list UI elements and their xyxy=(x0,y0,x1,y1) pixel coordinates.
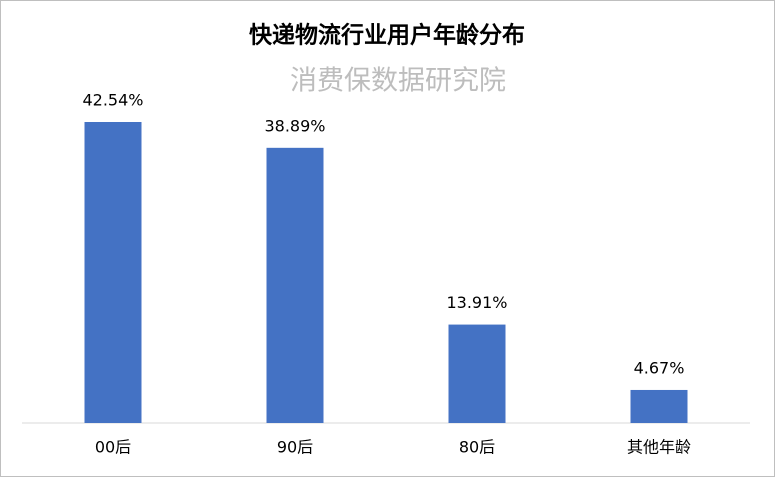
bar xyxy=(630,389,688,423)
x-tick-label: 80后 xyxy=(459,438,495,457)
bar xyxy=(448,324,506,423)
x-tick-label: 其他年龄 xyxy=(627,438,691,457)
x-tick-label: 90后 xyxy=(277,438,313,457)
data-label: 42.54% xyxy=(82,91,143,110)
watermark: 消费保数据研究院 xyxy=(290,66,506,97)
bar xyxy=(84,122,142,423)
data-label: 38.89% xyxy=(264,116,325,135)
bar xyxy=(266,147,324,423)
data-label: 4.67% xyxy=(634,358,685,377)
x-tick-label: 00后 xyxy=(95,438,131,457)
chart-title: 快递物流行业用户年龄分布 xyxy=(249,22,525,49)
data-label: 13.91% xyxy=(446,293,507,312)
